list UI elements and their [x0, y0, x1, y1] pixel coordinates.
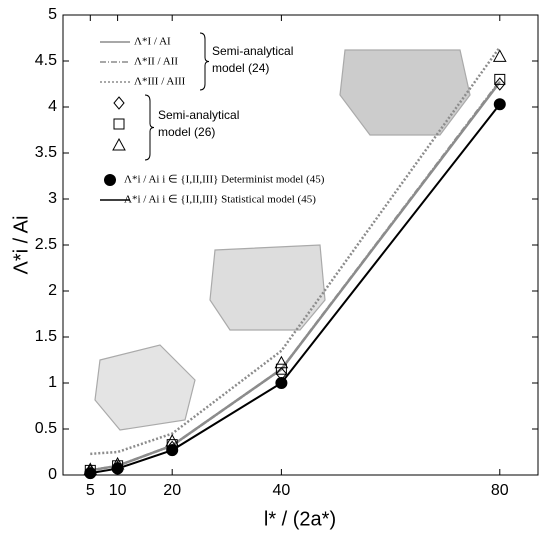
x-tick-label: 10: [109, 482, 127, 499]
point: [274, 355, 289, 369]
y-tick-label: 1.5: [35, 328, 57, 345]
y-tick-label: 3.5: [35, 144, 57, 161]
legend-marker: [112, 137, 126, 151]
point: [494, 73, 506, 85]
legend-group-label: Semi-analytical: [158, 108, 239, 122]
x-tick-label: 40: [272, 482, 290, 499]
y-tick-label: 4: [48, 98, 57, 115]
legend-label: Λ*i / Ai i ∈ {I,II,III} Determinist mode…: [124, 174, 325, 186]
legend-group-label: model (24): [212, 61, 269, 75]
legend-group-label: Semi-analytical: [212, 44, 293, 58]
point: [275, 363, 287, 375]
y-tick-label: 0: [48, 466, 57, 483]
legend-brace: [144, 94, 155, 161]
y-tick-label: 4.5: [35, 52, 57, 69]
y-tick-label: 5: [48, 6, 57, 23]
y-tick-label: 2.5: [35, 236, 57, 253]
y-tick-label: 2: [48, 282, 57, 299]
y-tick-label: 3: [48, 190, 57, 207]
x-tick-label: 80: [491, 482, 509, 499]
legend-marker: [113, 96, 125, 110]
y-tick-label: 1: [48, 374, 57, 391]
legend-label: Λ*III / AIII: [134, 76, 186, 88]
point: [494, 77, 506, 91]
x-tick-label: 5: [86, 482, 95, 499]
x-tick-label: 20: [163, 482, 181, 499]
legend-label: Λ*i / Ai i ∈ {I,II,III} Statistical mode…: [124, 194, 316, 206]
legend-brace: [199, 32, 210, 91]
illustrations: [94, 49, 471, 431]
series-line: [90, 103, 501, 475]
x-axis-label: l* / (2a*): [264, 508, 336, 530]
y-tick-label: 0.5: [35, 420, 57, 437]
legend-marker: [113, 118, 125, 130]
y-axis-label: Λ*i / Ai: [10, 216, 32, 275]
legend-label: Λ*II / AII: [134, 56, 178, 68]
legend-marker: [104, 174, 116, 186]
series-line: [90, 46, 501, 456]
legend-label: Λ*I / AI: [134, 36, 171, 48]
point: [492, 49, 507, 62]
legend-group-label: model (26): [158, 125, 215, 139]
